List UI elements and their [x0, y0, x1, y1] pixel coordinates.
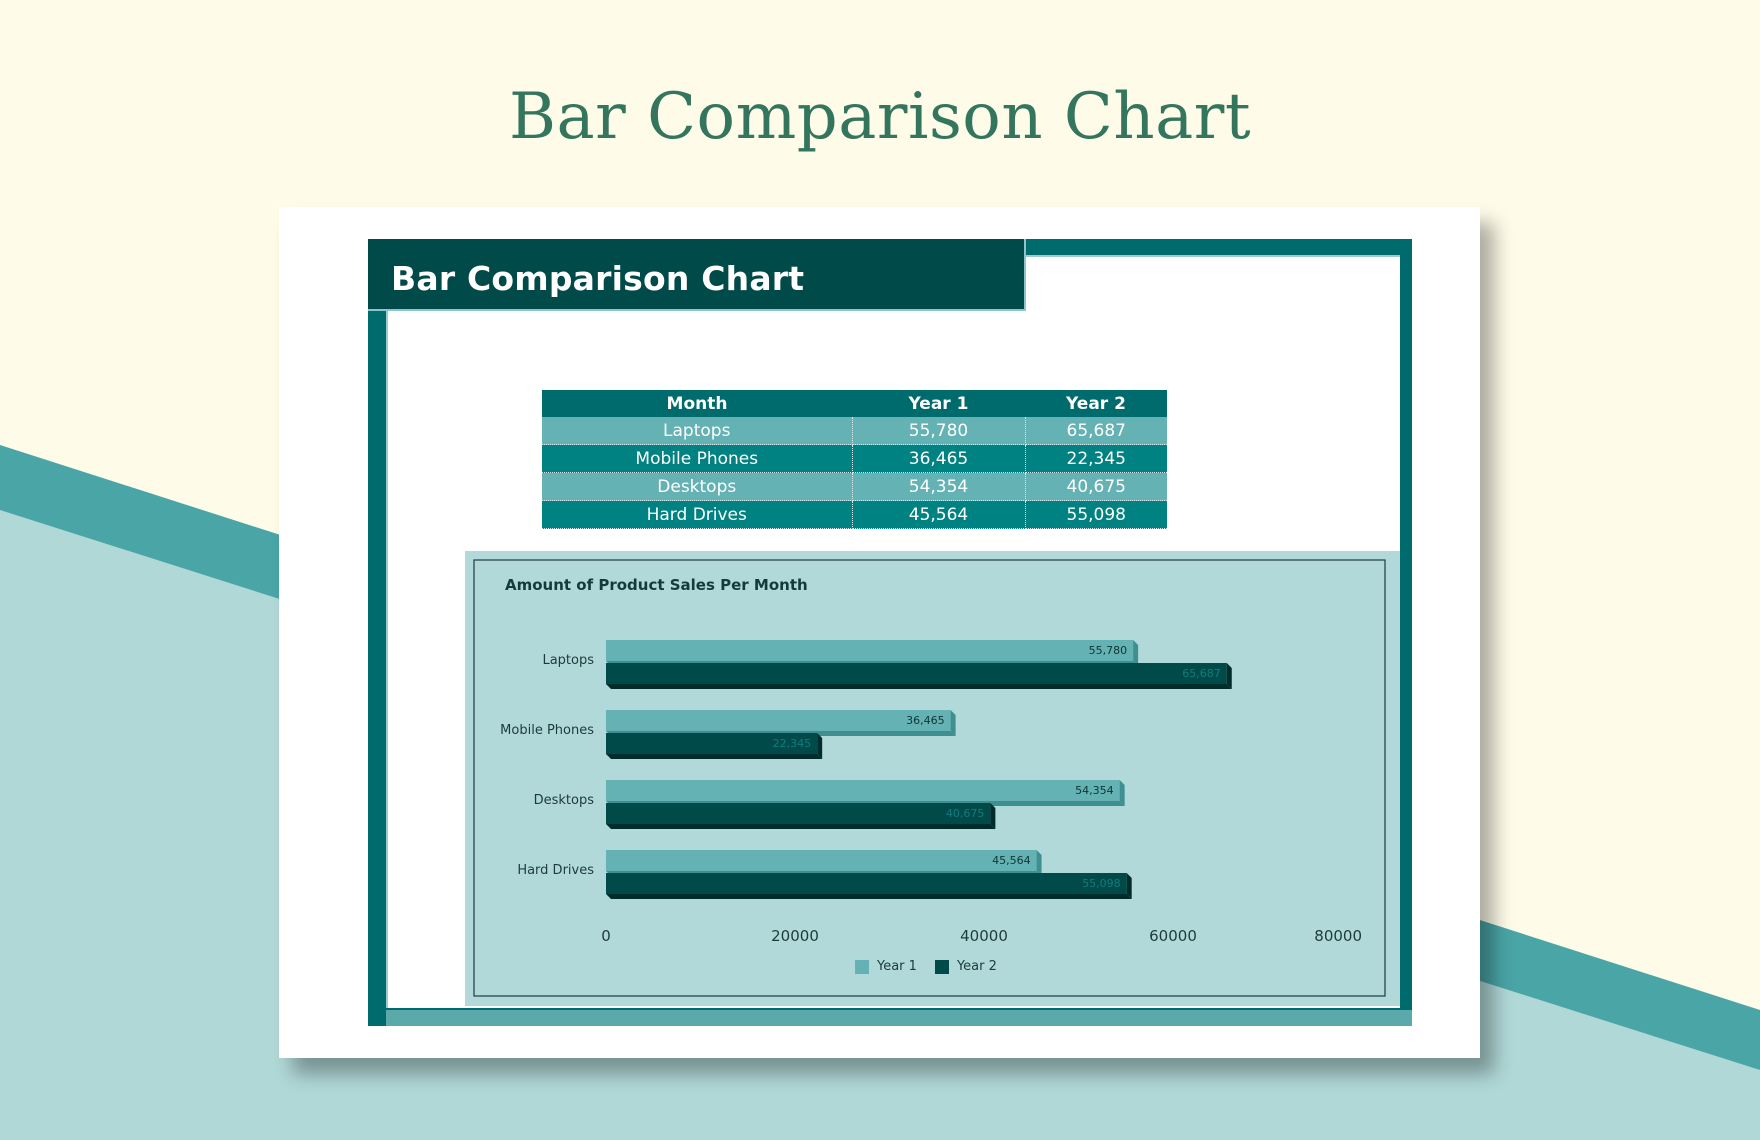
- legend-swatch-year-1: [855, 959, 869, 974]
- x-tick-label: 80000: [1314, 927, 1362, 945]
- cell-year-1[interactable]: 45,564: [852, 500, 1026, 529]
- data-label: 54,354: [1075, 784, 1114, 797]
- data-label: 65,687: [1182, 667, 1221, 680]
- cell-year-1[interactable]: 36,465: [852, 444, 1026, 473]
- category-label: Hard Drives: [517, 863, 594, 878]
- x-tick-label: 20000: [771, 927, 819, 945]
- sheet-bottom-strip: [386, 1010, 1412, 1026]
- data-label: 36,465: [906, 714, 945, 727]
- sheet-header-band: Bar Comparison Chart: [368, 239, 1026, 311]
- table-row: Hard Drives 45,564 55,098: [542, 500, 1167, 529]
- chart-panel[interactable]: Laptops 55,780 65,687 Mobile Phones 36,465 22…: [465, 551, 1400, 1006]
- x-tick-label: 60000: [1149, 927, 1197, 945]
- bar-year-2[interactable]: [606, 873, 1132, 899]
- cell-year-1[interactable]: 55,780: [852, 417, 1026, 445]
- bar-year-1[interactable]: [606, 710, 956, 736]
- bar-year-2[interactable]: [606, 803, 996, 829]
- data-label: 45,564: [992, 854, 1031, 867]
- bar-chart: Laptops 55,780 65,687 Mobile Phones 36,465 22…: [473, 559, 1386, 997]
- header-year-1: Year 1: [852, 390, 1025, 417]
- legend-item-year-2[interactable]: Year 2: [934, 959, 997, 974]
- cell-product[interactable]: Desktops: [542, 472, 853, 501]
- sheet-title: Bar Comparison Chart: [391, 259, 805, 298]
- data-label: 22,345: [773, 737, 812, 750]
- legend-label-year-1: Year 1: [877, 959, 917, 974]
- bars-layer: [606, 640, 1232, 899]
- labels-layer: Laptops 55,780 65,687 Mobile Phones 36,465 22…: [500, 644, 1362, 945]
- legend-swatch-year-2: [934, 959, 949, 974]
- table-row: Desktops 54,354 40,675: [542, 472, 1167, 501]
- data-label: 55,780: [1089, 644, 1128, 657]
- category-label: Desktops: [534, 793, 595, 808]
- header-year-2: Year 2: [1025, 390, 1167, 417]
- chart-title: Amount of Product Sales Per Month: [505, 576, 808, 594]
- table-row: Mobile Phones 36,465 22,345: [542, 444, 1167, 473]
- category-label: Laptops: [542, 653, 594, 668]
- bar-year-1[interactable]: [606, 850, 1042, 876]
- x-tick-label: 40000: [960, 927, 1008, 945]
- bar-year-1[interactable]: [606, 780, 1125, 806]
- chart-legend: Year 1 Year 2: [855, 959, 997, 974]
- bar-year-1[interactable]: [606, 640, 1139, 666]
- cell-product[interactable]: Laptops: [542, 417, 853, 445]
- data-label: 40,675: [946, 807, 985, 820]
- bar-year-2[interactable]: [606, 663, 1232, 689]
- legend-item-year-1[interactable]: Year 1: [855, 959, 917, 974]
- bar-year-2[interactable]: [606, 733, 823, 759]
- cell-year-2[interactable]: 65,687: [1025, 417, 1167, 445]
- chart-plot-border: [473, 559, 1386, 997]
- sales-table: Month Year 1 Year 2 Laptops 55,780 65,68…: [542, 390, 1167, 529]
- legend-label-year-2: Year 2: [956, 959, 997, 974]
- page-title: Bar Comparison Chart: [508, 80, 1252, 154]
- cell-year-2[interactable]: 55,098: [1025, 500, 1167, 529]
- cell-year-2[interactable]: 22,345: [1025, 444, 1167, 473]
- cell-year-2[interactable]: 40,675: [1025, 472, 1167, 501]
- x-tick-label: 0: [601, 927, 611, 945]
- data-label: 55,098: [1082, 877, 1121, 890]
- header-month: Month: [542, 390, 852, 417]
- cell-product[interactable]: Mobile Phones: [542, 444, 853, 473]
- table-row: Laptops 55,780 65,687: [542, 417, 1167, 445]
- cell-year-1[interactable]: 54,354: [852, 472, 1026, 501]
- table-header-row: Month Year 1 Year 2: [542, 390, 1167, 417]
- cell-product[interactable]: Hard Drives: [542, 500, 853, 529]
- category-label: Mobile Phones: [500, 723, 594, 738]
